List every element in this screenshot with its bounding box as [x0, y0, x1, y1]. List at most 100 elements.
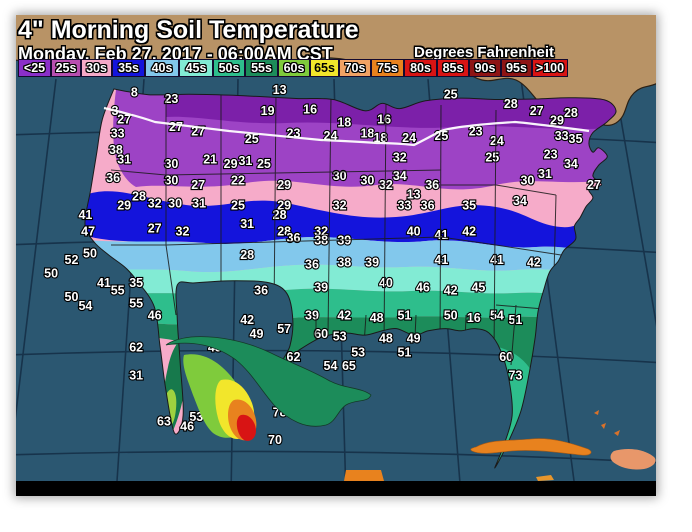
svg-text:51: 51 — [397, 308, 411, 322]
svg-text:49: 49 — [407, 332, 421, 346]
svg-text:27: 27 — [169, 120, 183, 134]
svg-text:70: 70 — [268, 433, 282, 447]
svg-text:30: 30 — [520, 174, 534, 188]
svg-text:53: 53 — [351, 345, 365, 359]
svg-text:55: 55 — [129, 296, 143, 310]
svg-text:55: 55 — [111, 283, 125, 297]
svg-text:54: 54 — [324, 359, 338, 373]
svg-text:28: 28 — [132, 189, 146, 203]
svg-text:32: 32 — [393, 150, 407, 164]
svg-text:46: 46 — [416, 281, 430, 295]
svg-text:42: 42 — [337, 308, 351, 322]
svg-text:45: 45 — [471, 281, 485, 295]
svg-text:73: 73 — [508, 369, 522, 383]
svg-text:32: 32 — [176, 224, 190, 238]
svg-text:42: 42 — [444, 283, 458, 297]
svg-text:24: 24 — [490, 134, 504, 148]
svg-text:16: 16 — [303, 102, 317, 116]
svg-text:21: 21 — [203, 152, 217, 166]
svg-text:50: 50 — [65, 290, 79, 304]
svg-text:50: 50 — [444, 308, 458, 322]
svg-text:49: 49 — [250, 327, 264, 341]
svg-text:30: 30 — [164, 174, 178, 188]
svg-text:63: 63 — [157, 415, 171, 429]
svg-text:38: 38 — [337, 256, 351, 270]
svg-text:13: 13 — [273, 83, 287, 97]
svg-text:34: 34 — [564, 157, 578, 171]
svg-text:36: 36 — [425, 178, 439, 192]
svg-text:35: 35 — [462, 199, 476, 213]
svg-text:31: 31 — [240, 217, 254, 231]
svg-text:36: 36 — [106, 171, 120, 185]
svg-text:25: 25 — [444, 88, 458, 102]
svg-text:31: 31 — [117, 152, 131, 166]
svg-text:42: 42 — [462, 224, 476, 238]
svg-text:39: 39 — [314, 281, 328, 295]
svg-text:30: 30 — [168, 197, 182, 211]
svg-text:29: 29 — [277, 178, 291, 192]
svg-text:48: 48 — [379, 332, 393, 346]
svg-text:28: 28 — [504, 97, 518, 111]
svg-text:22: 22 — [231, 174, 245, 188]
svg-text:28: 28 — [564, 106, 578, 120]
svg-text:39: 39 — [305, 308, 319, 322]
svg-text:24: 24 — [402, 131, 416, 145]
svg-text:40: 40 — [379, 276, 393, 290]
svg-text:16: 16 — [377, 113, 391, 127]
svg-text:18: 18 — [360, 126, 374, 140]
svg-text:31: 31 — [192, 197, 206, 211]
svg-text:36: 36 — [305, 258, 319, 272]
svg-text:29: 29 — [117, 199, 131, 213]
svg-text:31: 31 — [538, 167, 552, 181]
svg-text:42: 42 — [240, 313, 254, 327]
svg-text:30: 30 — [360, 174, 374, 188]
svg-text:50: 50 — [83, 247, 97, 261]
svg-text:32: 32 — [333, 199, 347, 213]
svg-text:36: 36 — [287, 231, 301, 245]
svg-text:65: 65 — [342, 359, 356, 373]
svg-text:19: 19 — [261, 104, 275, 118]
svg-text:47: 47 — [81, 224, 95, 238]
svg-text:41: 41 — [490, 253, 504, 267]
svg-text:54: 54 — [490, 308, 504, 322]
svg-text:32: 32 — [148, 197, 162, 211]
svg-text:25: 25 — [257, 157, 271, 171]
svg-text:33: 33 — [111, 126, 125, 140]
svg-text:46: 46 — [148, 308, 162, 322]
svg-text:33: 33 — [555, 129, 569, 143]
svg-text:18: 18 — [337, 115, 351, 129]
svg-text:31: 31 — [129, 369, 143, 383]
svg-text:39: 39 — [337, 234, 351, 248]
svg-text:42: 42 — [527, 256, 541, 270]
svg-text:39: 39 — [365, 256, 379, 270]
svg-text:27: 27 — [191, 178, 205, 192]
svg-text:25: 25 — [231, 199, 245, 213]
svg-text:54: 54 — [78, 299, 92, 313]
svg-text:34: 34 — [513, 194, 527, 208]
svg-text:23: 23 — [544, 148, 558, 162]
svg-text:25: 25 — [485, 150, 499, 164]
svg-text:30: 30 — [164, 157, 178, 171]
svg-text:35: 35 — [569, 132, 583, 146]
svg-text:8: 8 — [131, 86, 138, 100]
svg-text:27: 27 — [530, 104, 544, 118]
svg-text:31: 31 — [238, 154, 252, 168]
svg-text:51: 51 — [397, 345, 411, 359]
svg-text:40: 40 — [407, 224, 421, 238]
svg-text:50: 50 — [44, 267, 58, 281]
svg-text:29: 29 — [224, 157, 238, 171]
svg-text:41: 41 — [434, 253, 448, 267]
svg-text:35: 35 — [129, 276, 143, 290]
svg-text:46: 46 — [180, 419, 194, 433]
svg-text:41: 41 — [78, 208, 92, 222]
svg-text:41: 41 — [434, 228, 448, 242]
svg-text:27: 27 — [587, 178, 601, 192]
svg-text:52: 52 — [65, 253, 79, 267]
svg-text:36: 36 — [254, 283, 268, 297]
svg-text:57: 57 — [277, 322, 291, 336]
svg-text:33: 33 — [397, 199, 411, 213]
svg-text:48: 48 — [370, 311, 384, 325]
svg-text:32: 32 — [379, 178, 393, 192]
svg-text:23: 23 — [164, 92, 178, 106]
svg-text:41: 41 — [97, 276, 111, 290]
